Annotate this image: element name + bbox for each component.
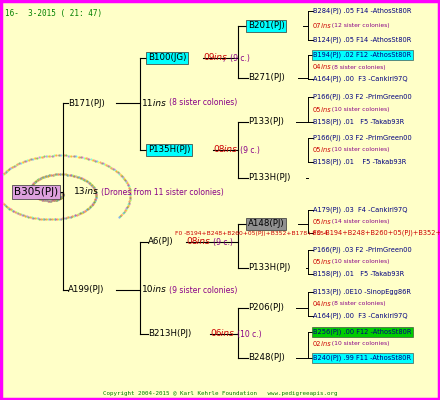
Text: ins: ins	[319, 219, 331, 225]
Text: (8 sister colonies): (8 sister colonies)	[162, 98, 238, 108]
Text: A164(PJ) .00  F3 -Cankiri97Q: A164(PJ) .00 F3 -Cankiri97Q	[313, 76, 407, 82]
Text: 16-  3-2015 ( 21: 47): 16- 3-2015 ( 21: 47)	[5, 9, 102, 18]
Text: B284(PJ) .05 F14 -AthosSt80R: B284(PJ) .05 F14 -AthosSt80R	[313, 8, 411, 14]
Text: ins: ins	[319, 64, 331, 70]
Text: ins: ins	[319, 107, 331, 113]
Text: 05: 05	[313, 107, 322, 113]
Text: B158(PJ) .01   F5 -Takab93R: B158(PJ) .01 F5 -Takab93R	[313, 271, 404, 277]
Text: (10 sister colonies): (10 sister colonies)	[328, 260, 390, 264]
Text: B201(PJ): B201(PJ)	[248, 22, 285, 30]
Text: (12 sister colonies): (12 sister colonies)	[328, 24, 390, 28]
Text: P133H(PJ): P133H(PJ)	[248, 264, 290, 272]
Text: B124(PJ) .05 F14 -AthosSt80R: B124(PJ) .05 F14 -AthosSt80R	[313, 37, 411, 43]
Text: F0 -B194+B248+B260+05(PJ)+B352+B178+B354: F0 -B194+B248+B260+05(PJ)+B352+B178+B354	[313, 230, 440, 236]
Text: B256(PJ) .00 F12 -AthosSt80R: B256(PJ) .00 F12 -AthosSt80R	[313, 329, 411, 335]
Text: P133H(PJ): P133H(PJ)	[248, 174, 290, 182]
Text: P166(PJ) .03 F2 -PrimGreen00: P166(PJ) .03 F2 -PrimGreen00	[313, 247, 412, 253]
Text: (10 sister colonies): (10 sister colonies)	[328, 342, 390, 346]
Text: P135H(PJ): P135H(PJ)	[148, 146, 191, 154]
Text: B171(PJ): B171(PJ)	[68, 98, 105, 108]
Text: 08: 08	[213, 146, 224, 154]
Text: (Drones from 11 sister colonies): (Drones from 11 sister colonies)	[94, 188, 224, 196]
Text: (8 sister colonies): (8 sister colonies)	[328, 302, 386, 306]
Text: 07: 07	[313, 23, 322, 29]
Text: 05: 05	[313, 219, 322, 225]
Text: 11: 11	[142, 98, 154, 108]
Text: ins: ins	[218, 330, 234, 338]
Text: (9 c.): (9 c.)	[233, 146, 260, 154]
Text: B240(PJ) .99 F11 -AthosSt80R: B240(PJ) .99 F11 -AthosSt80R	[313, 355, 411, 361]
Text: 05: 05	[313, 147, 322, 153]
Text: B213H(PJ): B213H(PJ)	[148, 330, 191, 338]
Text: 08: 08	[186, 238, 198, 246]
Text: (9 sister colonies): (9 sister colonies)	[162, 286, 238, 294]
Text: B248(PJ): B248(PJ)	[248, 354, 285, 362]
Text: A199(PJ): A199(PJ)	[68, 286, 104, 294]
Text: (8 sister colonies): (8 sister colonies)	[328, 64, 386, 70]
Text: A148(PJ): A148(PJ)	[248, 220, 285, 228]
Text: (9 c.): (9 c.)	[206, 238, 233, 246]
Text: 13: 13	[74, 188, 85, 196]
Text: ins: ins	[319, 341, 331, 347]
Text: 10: 10	[142, 286, 154, 294]
Text: ins: ins	[319, 301, 331, 307]
Text: B100(JG): B100(JG)	[148, 54, 187, 62]
Text: P166(PJ) .03 F2 -PrimGreen00: P166(PJ) .03 F2 -PrimGreen00	[313, 135, 412, 141]
Text: ins: ins	[82, 188, 98, 196]
Text: ,  (9 c.): , (9 c.)	[223, 54, 250, 62]
Text: ins: ins	[319, 147, 331, 153]
Text: 04: 04	[313, 301, 322, 307]
Text: ins: ins	[194, 238, 209, 246]
Text: A164(PJ) .00  F3 -Cankiri97Q: A164(PJ) .00 F3 -Cankiri97Q	[313, 313, 407, 319]
Text: Copyright 2004-2015 @ Karl Kehrle Foundation   www.pedigreeapis.org: Copyright 2004-2015 @ Karl Kehrle Founda…	[103, 391, 337, 396]
Text: (10 sister colonies): (10 sister colonies)	[328, 148, 390, 152]
Text: 06: 06	[210, 330, 221, 338]
Text: 09: 09	[203, 54, 215, 62]
Text: A179(PJ) .03  F4 -Cankiri97Q: A179(PJ) .03 F4 -Cankiri97Q	[313, 207, 407, 213]
Text: (10 sister colonies): (10 sister colonies)	[328, 108, 390, 112]
Text: B153(PJ) .0E10 -SinopEgg86R: B153(PJ) .0E10 -SinopEgg86R	[313, 289, 411, 295]
Text: B305(PJ): B305(PJ)	[14, 187, 58, 197]
Text: ins: ins	[221, 146, 237, 154]
Text: F0 -B194+B248+B260+05(PJ)+B352+B178+B354: F0 -B194+B248+B260+05(PJ)+B352+B178+B354	[175, 230, 328, 236]
Text: A6(PJ): A6(PJ)	[148, 238, 174, 246]
Text: B158(PJ) .01    F5 -Takab93R: B158(PJ) .01 F5 -Takab93R	[313, 159, 407, 165]
Text: P206(PJ): P206(PJ)	[248, 304, 284, 312]
Text: 02: 02	[313, 341, 322, 347]
Text: 04: 04	[313, 64, 322, 70]
Text: (14 sister colonies): (14 sister colonies)	[328, 220, 390, 224]
Text: 05: 05	[313, 259, 322, 265]
Text: ins: ins	[319, 23, 331, 29]
Text: (10 c.): (10 c.)	[230, 330, 262, 338]
Text: B271(PJ): B271(PJ)	[248, 74, 285, 82]
Text: P166(PJ) .03 F2 -PrimGreen00: P166(PJ) .03 F2 -PrimGreen00	[313, 94, 412, 100]
Text: ins: ins	[150, 98, 165, 108]
Text: ins: ins	[319, 259, 331, 265]
Text: ins: ins	[211, 54, 227, 62]
Text: P133(PJ): P133(PJ)	[248, 118, 284, 126]
Text: B194(PJ) .02 F12 -AthosSt80R: B194(PJ) .02 F12 -AthosSt80R	[313, 52, 411, 58]
Text: B158(PJ) .01   F5 -Takab93R: B158(PJ) .01 F5 -Takab93R	[313, 119, 404, 125]
Text: ins: ins	[150, 286, 165, 294]
